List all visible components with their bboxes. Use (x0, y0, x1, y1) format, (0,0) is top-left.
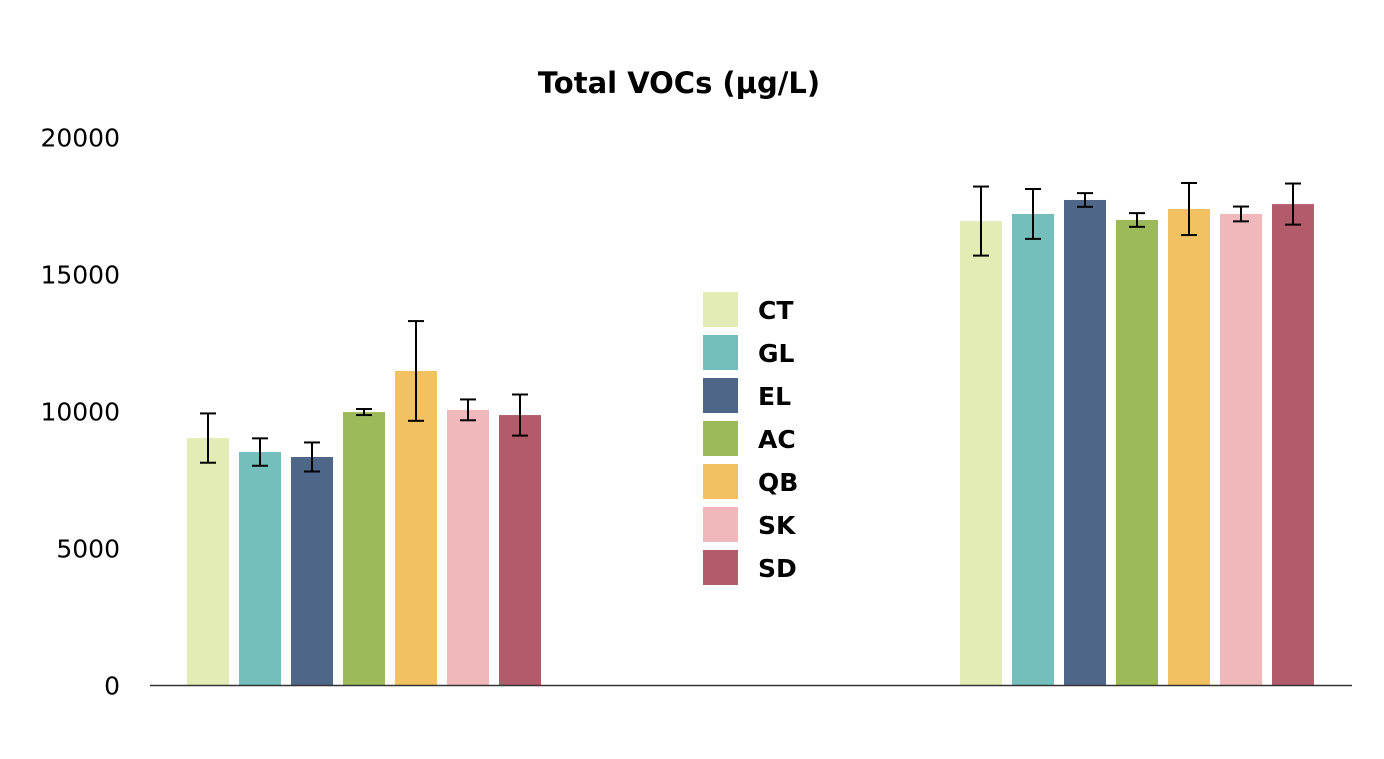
y-axis: 0 5000 10000 15000 20000 (40, 124, 120, 701)
legend-item-ct: CT (703, 292, 793, 327)
error-bar (408, 320, 424, 422)
bar-ac (1116, 219, 1158, 686)
error-bar (512, 393, 528, 437)
bar-sk (447, 409, 489, 686)
error-bar (356, 408, 372, 417)
bar-qb (395, 370, 437, 686)
error-bar (460, 398, 476, 422)
legend-label: GL (758, 339, 795, 368)
legend-swatch (703, 550, 738, 585)
legend-item-sk: SK (703, 507, 797, 542)
legend-swatch (703, 421, 738, 456)
error-bar (1233, 205, 1249, 223)
bar-sk (1220, 213, 1262, 686)
legend-label: SD (758, 554, 797, 583)
legend-label: CT (758, 296, 793, 325)
bar-gl (1012, 213, 1054, 686)
legend: CT GL EL AC QB SK SD (703, 292, 798, 585)
legend-swatch (703, 292, 738, 327)
y-tick-label: 15000 (40, 261, 120, 290)
bar-ac (343, 412, 385, 686)
y-tick-label: 5000 (56, 535, 120, 564)
legend-item-gl: GL (703, 335, 795, 370)
legend-label: SK (758, 511, 797, 540)
error-bar (1181, 181, 1197, 237)
bar-ct (960, 221, 1002, 686)
legend-swatch (703, 378, 738, 413)
y-tick-label: 10000 (40, 398, 120, 427)
legend-label: QB (758, 468, 798, 497)
legend-label: AC (758, 425, 796, 454)
error-bar (1285, 182, 1301, 226)
legend-item-el: EL (703, 378, 791, 413)
bar-gl (239, 452, 281, 686)
bar-ct (187, 438, 229, 686)
y-tick-label: 0 (104, 672, 120, 701)
bar-el (291, 456, 333, 686)
legend-item-qb: QB (703, 464, 798, 499)
error-bar (304, 441, 320, 473)
bar-sd (499, 415, 541, 686)
legend-swatch (703, 507, 738, 542)
error-bar (1025, 188, 1041, 240)
bars (187, 181, 1314, 686)
legend-label: EL (758, 382, 791, 411)
bar-qb (1168, 209, 1210, 686)
error-bar (200, 412, 216, 464)
legend-swatch (703, 464, 738, 499)
legend-item-ac: AC (703, 421, 796, 456)
bar-sd (1272, 204, 1314, 686)
error-bar (973, 185, 989, 257)
legend-swatch (703, 335, 738, 370)
y-tick-label: 20000 (40, 124, 120, 153)
legend-item-sd: SD (703, 550, 797, 585)
chart-title: Total VOCs (µg/L) (538, 66, 820, 100)
error-bar (1077, 192, 1093, 208)
bar-el (1064, 199, 1106, 686)
error-bar (1129, 212, 1145, 228)
error-bar (252, 437, 268, 467)
